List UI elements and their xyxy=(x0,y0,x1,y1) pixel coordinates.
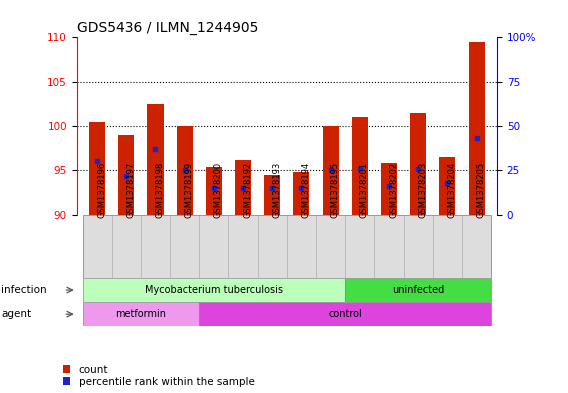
Text: GSM1378205: GSM1378205 xyxy=(477,162,486,218)
Bar xyxy=(148,104,164,215)
Bar xyxy=(440,157,456,215)
Bar xyxy=(177,126,193,215)
Bar xyxy=(323,126,339,215)
Text: GSM1378201: GSM1378201 xyxy=(360,162,369,218)
Text: uninfected: uninfected xyxy=(392,285,444,295)
Text: GSM1378200: GSM1378200 xyxy=(214,162,223,218)
Bar xyxy=(352,117,368,215)
Text: GSM1378195: GSM1378195 xyxy=(331,162,340,218)
Bar xyxy=(258,215,287,278)
Text: GSM1378194: GSM1378194 xyxy=(302,162,311,218)
Text: control: control xyxy=(328,309,362,319)
Bar xyxy=(112,215,141,278)
Text: infection: infection xyxy=(1,285,47,295)
Bar xyxy=(462,215,491,278)
Text: GSM1378193: GSM1378193 xyxy=(272,162,281,218)
Text: GSM1378203: GSM1378203 xyxy=(418,162,427,218)
Text: GSM1378192: GSM1378192 xyxy=(243,162,252,218)
Text: metformin: metformin xyxy=(115,309,166,319)
Bar xyxy=(264,175,280,215)
Bar xyxy=(199,302,491,326)
Text: GSM1378202: GSM1378202 xyxy=(389,162,398,218)
Bar xyxy=(82,302,199,326)
Bar xyxy=(404,215,433,278)
Bar xyxy=(82,278,345,302)
Bar xyxy=(82,215,112,278)
Bar xyxy=(433,215,462,278)
Bar xyxy=(469,42,485,215)
Bar xyxy=(118,135,134,215)
Bar xyxy=(170,215,199,278)
Bar xyxy=(287,215,316,278)
Bar xyxy=(345,278,491,302)
Legend: count, percentile rank within the sample: count, percentile rank within the sample xyxy=(62,364,256,388)
Text: GSM1378196: GSM1378196 xyxy=(97,162,106,218)
Text: agent: agent xyxy=(1,309,31,319)
Bar xyxy=(381,163,397,215)
Text: GSM1378199: GSM1378199 xyxy=(185,162,194,218)
Bar xyxy=(89,121,105,215)
Bar xyxy=(410,113,426,215)
Bar xyxy=(345,215,374,278)
Bar xyxy=(235,160,251,215)
Text: GDS5436 / ILMN_1244905: GDS5436 / ILMN_1244905 xyxy=(77,21,258,35)
Text: GSM1378198: GSM1378198 xyxy=(156,162,165,218)
Text: GSM1378204: GSM1378204 xyxy=(448,162,456,218)
Bar xyxy=(206,167,222,215)
Bar xyxy=(199,215,228,278)
Text: GSM1378197: GSM1378197 xyxy=(126,162,135,218)
Bar xyxy=(141,215,170,278)
Text: Mycobacterium tuberculosis: Mycobacterium tuberculosis xyxy=(145,285,283,295)
Bar xyxy=(316,215,345,278)
Bar xyxy=(228,215,258,278)
Bar xyxy=(374,215,404,278)
Bar xyxy=(294,172,310,215)
